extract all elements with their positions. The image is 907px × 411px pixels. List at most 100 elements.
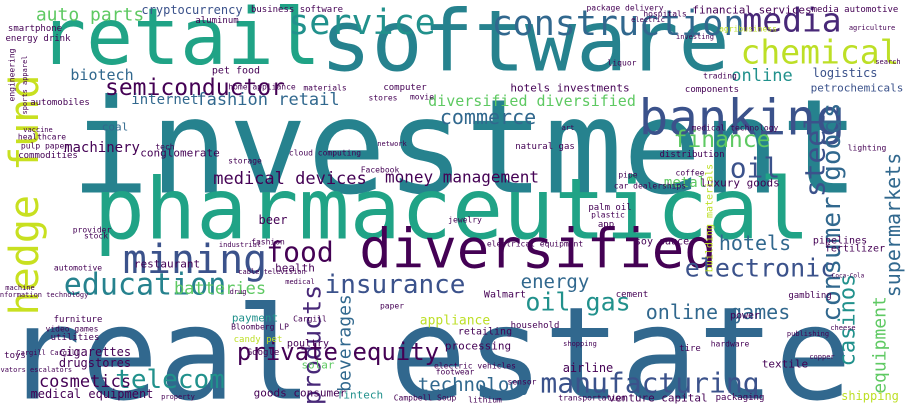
word: computer [383, 83, 427, 93]
word: education [64, 268, 227, 303]
word: jewelry [448, 216, 482, 225]
word: hotels investments [510, 82, 629, 95]
word: pharmaceutical [94, 161, 810, 260]
word: service [288, 3, 436, 43]
word: real estate [4, 281, 852, 411]
word: agribusiness [719, 25, 777, 34]
word: oil [730, 152, 781, 185]
word: fertilizer [825, 244, 885, 255]
word: healthcare [18, 133, 66, 142]
word: commodities [18, 151, 78, 161]
word: building materials [705, 164, 716, 272]
word: agriculture [849, 24, 895, 32]
word: luxury goods [700, 177, 779, 190]
word: tire [679, 344, 701, 354]
word: technology [418, 374, 532, 396]
word: footwear [436, 368, 475, 377]
word: beverages [335, 294, 356, 392]
word: solar [301, 359, 334, 372]
word: cloud computing [289, 149, 361, 158]
word: cement [616, 290, 649, 300]
word: medical technology [692, 124, 779, 133]
word: electronic [685, 254, 836, 283]
word: airline [563, 361, 614, 375]
word: health [275, 262, 315, 275]
word: industrial [219, 241, 261, 249]
word: automotive [54, 264, 102, 273]
word: diversified diversified [428, 92, 636, 110]
word: fashion [251, 238, 285, 247]
word: shipping [841, 389, 899, 403]
word: gambling [788, 291, 831, 301]
word: casinos [836, 274, 861, 367]
word: hotels [719, 231, 791, 255]
word: retail [39, 0, 321, 83]
word: fintech [337, 389, 383, 402]
word: transportation [558, 394, 626, 403]
word: conglomerate [140, 147, 219, 160]
word: smartphone [8, 24, 62, 34]
word: aluminum [195, 16, 238, 26]
word: storage [228, 157, 262, 166]
word: commerce [440, 105, 536, 129]
word: sports apparel [21, 55, 29, 114]
word: hedge fund [2, 75, 48, 316]
word: stores [369, 94, 398, 103]
word: tech [155, 143, 174, 152]
word: cable television [238, 268, 305, 276]
word: elevators escalators [0, 366, 72, 374]
word: energy drink [5, 34, 71, 44]
word: logistics [812, 66, 877, 80]
word: telecom [115, 365, 225, 395]
word: liquor [608, 59, 637, 68]
word: Bloomberg LP [231, 323, 289, 332]
word: soy sauce [635, 237, 689, 248]
word: palm oil [588, 203, 631, 213]
word: stock [84, 232, 108, 241]
word: property [161, 393, 195, 401]
word: appliance [420, 314, 491, 329]
word: trading [703, 72, 737, 81]
word: search [875, 58, 900, 66]
word: electric vehicles [434, 362, 516, 371]
word: investing [676, 33, 714, 41]
word: private equity [237, 338, 439, 366]
word: equipment [870, 296, 891, 394]
word: fashion retail [196, 90, 339, 110]
word: mining [123, 237, 268, 283]
word: oil gas [525, 288, 630, 317]
word: shopping [563, 340, 597, 348]
word: financial services [692, 4, 811, 17]
word: Walmart [484, 290, 526, 301]
word: medical [285, 278, 315, 286]
word: publishing [787, 330, 829, 338]
word: cryptocurrency [141, 3, 242, 17]
word: cigarettes [59, 345, 131, 359]
word: cosmetics [39, 372, 131, 392]
word: pipe [618, 171, 637, 180]
word: energy [521, 271, 590, 293]
word: movie [410, 93, 434, 102]
word: processing [445, 340, 511, 353]
word: paper [380, 302, 404, 311]
word: batteries [174, 279, 266, 299]
word: business software [251, 5, 343, 15]
word: utilities [51, 333, 100, 343]
word: medical equipment [31, 387, 154, 401]
word: internet [131, 92, 198, 108]
word: metal [664, 175, 706, 191]
word: electric [631, 16, 665, 24]
word: drug [230, 288, 247, 296]
word: Cargill [293, 315, 327, 324]
word: pipelines [813, 236, 867, 247]
word: machinery [64, 140, 140, 156]
word: venture capital [608, 392, 707, 405]
word: toys [4, 351, 26, 361]
word: construction [492, 4, 745, 44]
word: retailing [458, 327, 512, 338]
word: vaccine [23, 126, 53, 134]
word: pulp paper [21, 142, 69, 151]
word: textile [762, 358, 808, 371]
word: drugstores [59, 356, 131, 370]
word: biotech [70, 66, 133, 84]
